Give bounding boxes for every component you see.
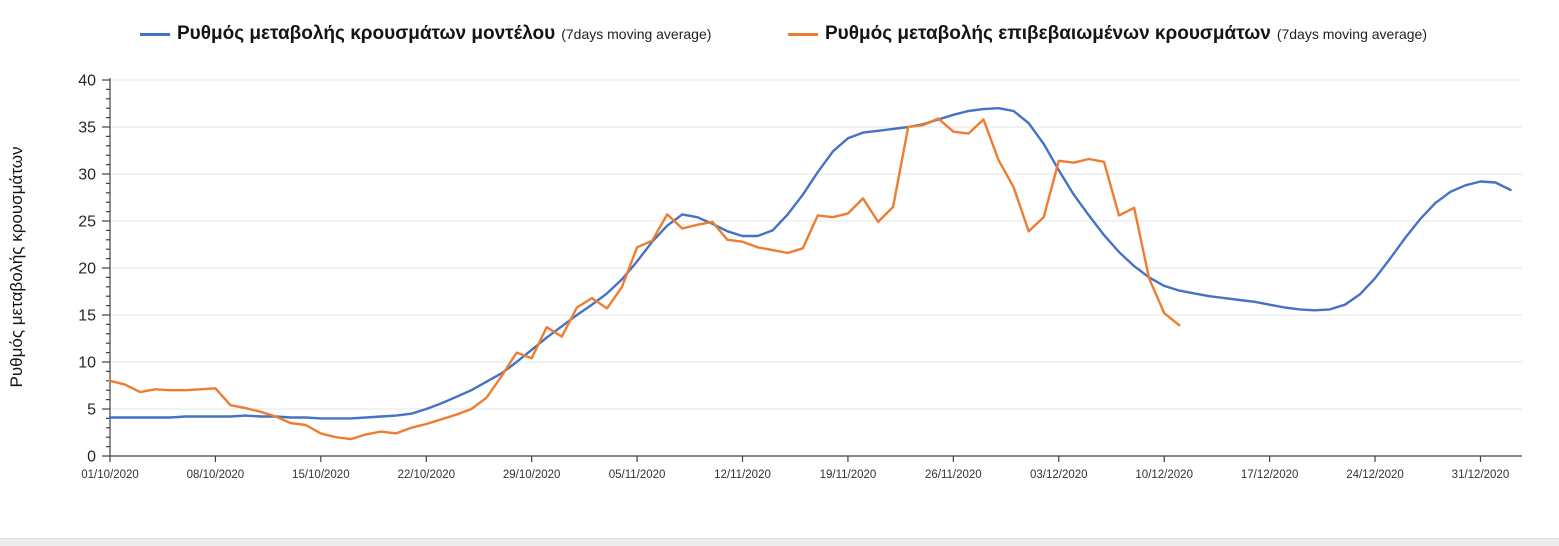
x-tick-label: 31/12/2020 — [1452, 469, 1510, 481]
gridlines — [110, 79, 1522, 410]
y-axis — [102, 78, 111, 457]
x-tick-label: 10/12/2020 — [1135, 469, 1193, 481]
x-tick-label: 24/12/2020 — [1346, 469, 1404, 481]
y-tick-label: 15 — [78, 308, 96, 325]
y-tick-label: 30 — [78, 167, 96, 184]
y-tick-label: 10 — [78, 355, 96, 372]
x-tick-label: 01/10/2020 — [81, 469, 139, 481]
x-tick-label: 26/11/2020 — [925, 469, 982, 481]
x-tick-label: 08/10/2020 — [187, 469, 245, 481]
x-tick-label: 05/11/2020 — [609, 469, 666, 481]
x-tick-label: 29/10/2020 — [503, 469, 561, 481]
x-axis — [109, 455, 1522, 462]
x-tick-label: 12/11/2020 — [714, 469, 771, 481]
y-tick-label: 25 — [78, 214, 96, 231]
legend-item-model: Ρυθμός μεταβολής κρουσμάτων μοντέλου (7d… — [140, 23, 711, 45]
series-confirmed-line — [108, 117, 1181, 441]
legend-label-confirmed: Ρυθμός μεταβολής επιβεβαιωμένων κρουσμάτ… — [825, 23, 1271, 44]
y-tick-label: 5 — [87, 402, 96, 419]
y-tick-label: 0 — [87, 449, 96, 466]
y-tick-labels: 0 5 10 15 20 25 30 35 40 — [78, 73, 96, 466]
legend-line-model-swatch — [140, 32, 170, 36]
legend-suffix-model: (7days moving average) — [561, 26, 712, 42]
y-tick-label: 40 — [78, 73, 96, 90]
y-axis-title: Ρυθμός μεταβολής κρουσμάτων — [7, 147, 26, 388]
x-tick-label: 19/11/2020 — [820, 469, 877, 481]
x-tick-label: 22/10/2020 — [397, 469, 455, 481]
legend-label-model: Ρυθμός μεταβολής κρουσμάτων μοντέλου — [177, 23, 556, 44]
legend-line-confirmed-swatch — [788, 32, 818, 36]
plot-area: 0 5 10 15 20 25 30 35 40 01/10/2020 08/10/2020 15/1… — [78, 73, 1522, 481]
y-tick-label: 35 — [78, 120, 96, 137]
x-tick-label: 03/12/2020 — [1030, 469, 1088, 481]
y-tick-label: 20 — [78, 261, 96, 278]
x-tick-label: 15/10/2020 — [292, 469, 350, 481]
x-tick-labels: 01/10/2020 08/10/2020 15/10/2020 22/10/2020… — [81, 469, 1509, 481]
legend-item-confirmed: Ρυθμός μεταβολής επιβεβαιωμένων κρουσμάτ… — [788, 23, 1427, 45]
legend-suffix-confirmed: (7days moving average) — [1276, 26, 1427, 42]
window-bottom-edge — [0, 538, 1559, 546]
x-tick-label: 17/12/2020 — [1241, 469, 1299, 481]
series-model-line — [108, 106, 1512, 420]
